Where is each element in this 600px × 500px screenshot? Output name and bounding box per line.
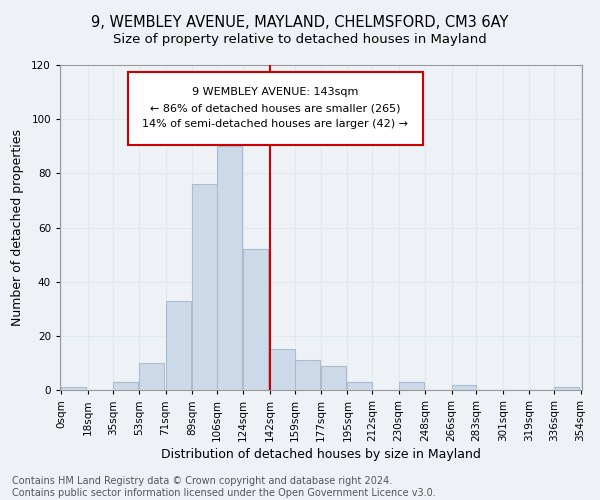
Text: Contains HM Land Registry data © Crown copyright and database right 2024.
Contai: Contains HM Land Registry data © Crown c…	[12, 476, 436, 498]
Text: Size of property relative to detached houses in Mayland: Size of property relative to detached ho…	[113, 32, 487, 46]
Bar	[61, 388, 86, 390]
Bar	[113, 382, 138, 390]
Bar	[243, 249, 268, 390]
Bar	[347, 382, 373, 390]
Bar	[295, 360, 320, 390]
Bar	[321, 366, 346, 390]
Text: 9 WEMBLEY AVENUE: 143sqm
← 86% of detached houses are smaller (265)
14% of semi-: 9 WEMBLEY AVENUE: 143sqm ← 86% of detach…	[142, 88, 409, 128]
Bar	[554, 388, 579, 390]
Bar	[269, 350, 295, 390]
X-axis label: Distribution of detached houses by size in Mayland: Distribution of detached houses by size …	[161, 448, 481, 461]
Bar	[166, 300, 191, 390]
FancyBboxPatch shape	[128, 72, 423, 144]
Bar	[139, 363, 164, 390]
Bar	[217, 146, 242, 390]
Y-axis label: Number of detached properties: Number of detached properties	[11, 129, 24, 326]
Text: 9, WEMBLEY AVENUE, MAYLAND, CHELMSFORD, CM3 6AY: 9, WEMBLEY AVENUE, MAYLAND, CHELMSFORD, …	[91, 15, 509, 30]
Bar	[399, 382, 424, 390]
Bar	[452, 384, 476, 390]
Bar	[192, 184, 217, 390]
